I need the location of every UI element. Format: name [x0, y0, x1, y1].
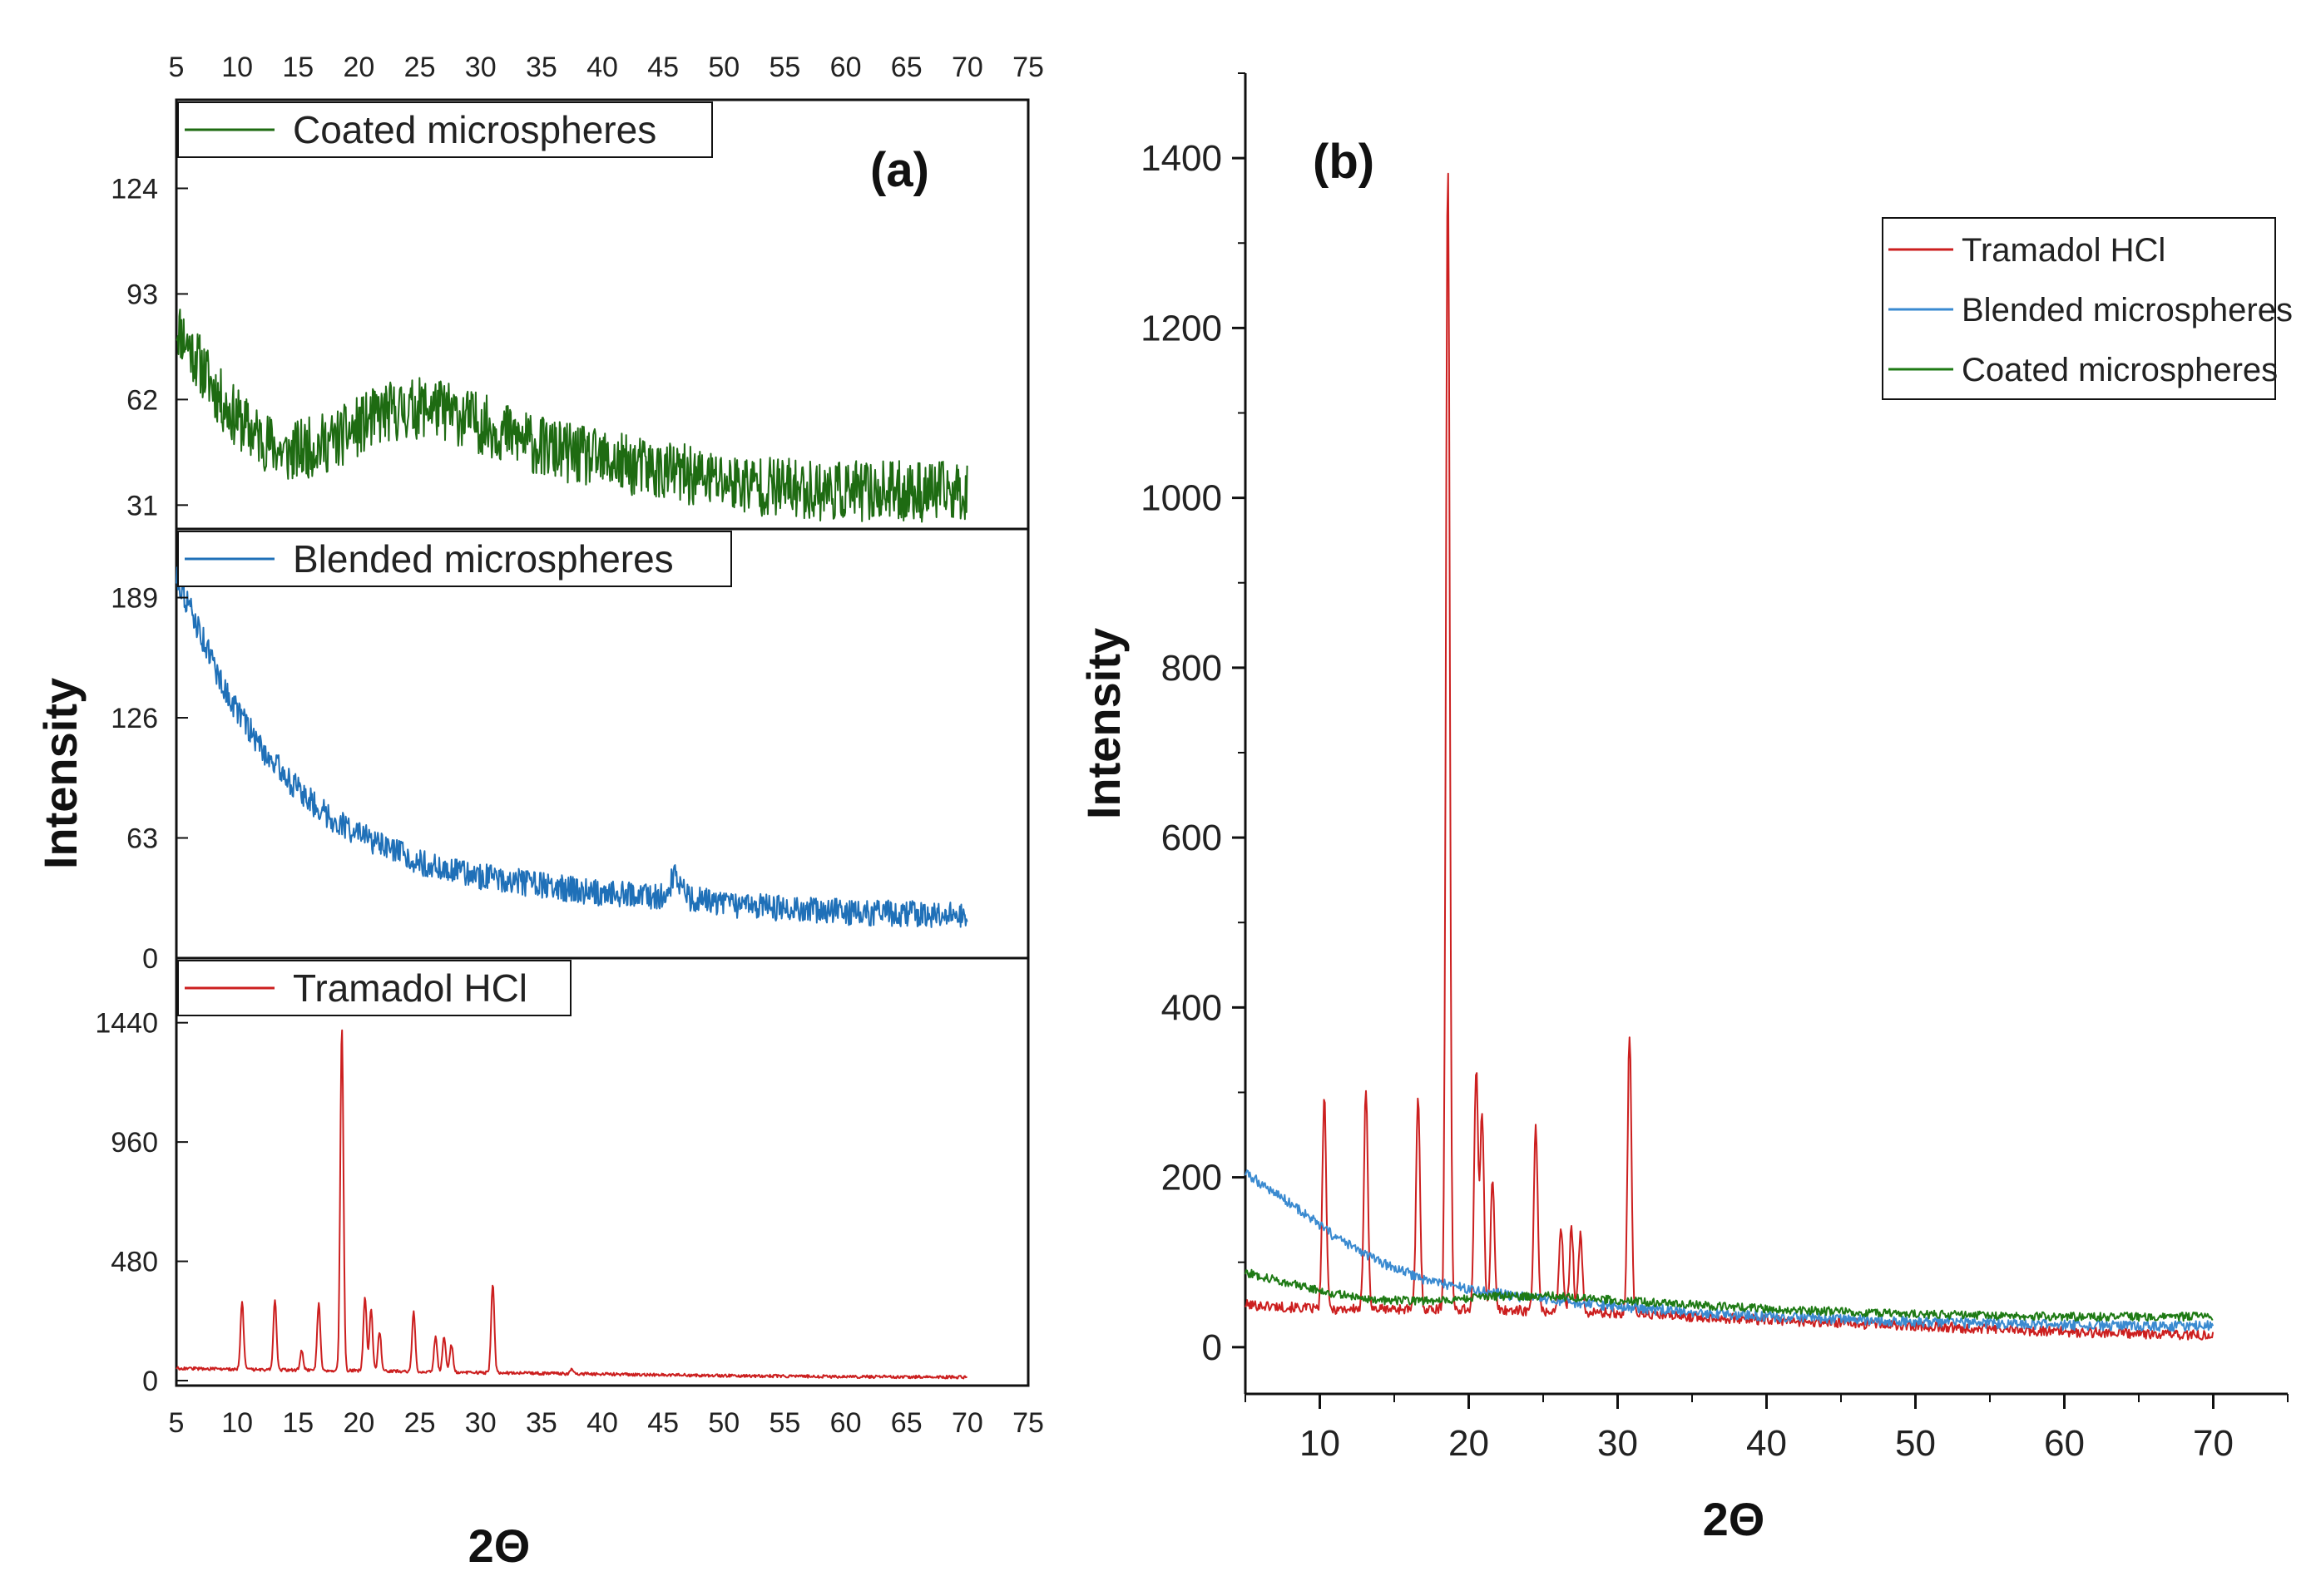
panel-a-bottom-x-tick-label: 30: [465, 1407, 497, 1439]
panel-b-x-tick-label: 20: [1448, 1423, 1489, 1464]
panel-a-y-tick-label: 0: [142, 1366, 158, 1397]
panel-b-y-tick-label: 0: [1202, 1327, 1222, 1368]
panel-a-bottom-x-tick-label: 45: [647, 1407, 679, 1439]
panel-a-top-x-tick-label: 60: [830, 52, 862, 83]
panel-b-x-axis-title: 2Θ: [1703, 1493, 1765, 1545]
panel-a-top-x-tick-label: 10: [221, 52, 253, 83]
panel-b-y-tick-label: 800: [1161, 648, 1222, 689]
panel-b-y-ticks: 0 200 400 600 800 1000 1200 1400: [1141, 72, 1245, 1368]
panel-a-top-x-tick-label: 75: [1012, 52, 1044, 83]
panel-b-y-tick-label: 600: [1161, 818, 1222, 858]
panel-a-y-tick-label: 93: [126, 279, 158, 310]
panel-a-legend-label-coated: Coated microspheres: [293, 108, 656, 151]
panel-a-series-line-blended: [176, 566, 968, 928]
panel-a-top-x-tick-label: 65: [891, 52, 923, 83]
panel-b-y-tick-label: 400: [1161, 987, 1222, 1028]
panel-a-y-tick-label: 960: [111, 1127, 158, 1159]
panel-b-y-tick-label: 1400: [1141, 138, 1222, 179]
panel-a-x-axis-title: 2Θ: [468, 1519, 531, 1572]
panel-b-legend-label-tramadol: Tramadol HCl: [1962, 232, 2165, 269]
panel-a-y-tick-label: 480: [111, 1247, 158, 1278]
panel-a-top-x-tick-labels: 5 10 15 20 25 30 35 40 45 50 55 60 65 70 75: [169, 52, 1044, 83]
panel-a-bottom-x-tick-label: 60: [830, 1407, 862, 1439]
panel-a-y-tick-label: 189: [111, 583, 158, 615]
panel-a-bottom-x-tick-label: 15: [282, 1407, 314, 1439]
panel-a-bottom-x-tick-label: 20: [344, 1407, 375, 1439]
panel-a-subplot-coated-y-tick-labels: 31 62 93 124: [111, 173, 188, 521]
panel-a-y-tick-label: 126: [111, 703, 158, 734]
panel-a-bottom-x-tick-labels: 5 10 15 20 25 30 35 40 45 50 55 60 65 70 75: [169, 1407, 1044, 1439]
panel-a-top-x-tick-label: 20: [344, 52, 375, 83]
panel-b-x-tick-label: 10: [1299, 1423, 1340, 1464]
panel-a-label: (a): [870, 143, 929, 197]
panel-b-x-tick-label: 60: [2044, 1423, 2085, 1464]
panel-b-legend-label-coated: Coated microspheres: [1962, 352, 2278, 388]
panel-a-top-x-tick-label: 5: [169, 52, 185, 83]
panel-b: 0 200 400 600 800 1000 1200 1400 10 20 30 40 50 60 70…: [1077, 72, 2293, 1545]
panel-a-y-tick-label: 124: [111, 173, 158, 205]
panel-a-top-x-tick-label: 70: [952, 52, 983, 83]
panel-b-x-ticks: 10 20 30 40 50 60 70: [1245, 1394, 2289, 1464]
panel-b-y-tick-label: 1200: [1141, 308, 1222, 348]
panel-b-series-line-blended: [1245, 1169, 2215, 1332]
panel-b-series-line-tramadol: [1245, 172, 2215, 1341]
panel-a-bottom-x-tick-label: 35: [526, 1407, 557, 1439]
panel-a-bottom-x-tick-label: 65: [891, 1407, 923, 1439]
panel-a-series-line-coated: [176, 309, 968, 523]
panel-a-bottom-x-tick-label: 5: [169, 1407, 185, 1439]
panel-b-x-tick-label: 30: [1597, 1423, 1638, 1464]
panel-a-bottom-x-tick-label: 25: [404, 1407, 436, 1439]
panel-b-y-tick-label: 200: [1161, 1158, 1222, 1198]
panel-a-bottom-x-tick-label: 10: [221, 1407, 253, 1439]
panel-b-y-axis-title: Intensity: [1077, 628, 1130, 819]
panel-a-subplot-blended: 0 63 126 189 Blended microspheres: [111, 531, 968, 975]
panel-a-bottom-x-tick-label: 40: [586, 1407, 618, 1439]
panel-b-x-tick-label: 40: [1746, 1423, 1787, 1464]
panel-a-y-tick-label: 1440: [95, 1008, 158, 1040]
panel-a: 5 10 15 20 25 30 35 40 45 50 55 60 65 70 75 5 10 15 20 25 3…: [34, 52, 1044, 1572]
panel-a-top-x-tick-label: 25: [404, 52, 436, 83]
panel-a-bottom-x-tick-label: 55: [770, 1407, 801, 1439]
panel-a-y-tick-label: 31: [126, 490, 158, 521]
panel-b-y-tick-label: 1000: [1141, 478, 1222, 519]
panel-a-top-x-tick-label: 45: [647, 52, 679, 83]
panel-b-legend-label-blended: Blended microspheres: [1962, 292, 2293, 329]
panel-a-subplot-tramadol-y-tick-labels: 0 480 960 1440: [95, 1008, 188, 1397]
panel-a-bottom-x-tick-label: 50: [708, 1407, 740, 1439]
panel-a-legend-label-blended: Blended microspheres: [293, 537, 674, 581]
panel-a-subplot-3-frame: [175, 956, 1030, 1387]
panel-a-top-x-tick-label: 30: [465, 52, 497, 83]
panel-a-y-tick-label: 62: [126, 384, 158, 416]
panel-a-y-tick-label: 0: [142, 943, 158, 975]
panel-a-top-x-tick-label: 50: [708, 52, 740, 83]
panel-a-subplot-tramadol: 0 480 960 1440 Tramadol HCl: [95, 960, 967, 1397]
panel-a-subplot-blended-y-tick-labels: 0 63 126 189: [111, 583, 188, 975]
panel-a-series-line-tramadol: [176, 1029, 967, 1380]
panel-a-bottom-x-tick-label: 70: [952, 1407, 983, 1439]
panel-a-top-x-tick-label: 15: [282, 52, 314, 83]
panel-a-y-tick-label: 63: [126, 823, 158, 855]
panel-a-y-axis-title: Intensity: [34, 678, 87, 869]
panel-b-x-tick-label: 50: [1895, 1423, 1936, 1464]
panel-b-series-line-coated: [1245, 1268, 2214, 1322]
panel-b-label: (b): [1313, 135, 1374, 189]
panel-b-x-tick-label: 70: [2193, 1423, 2234, 1464]
panel-a-legend-label-tramadol: Tramadol HCl: [293, 966, 527, 1010]
panel-a-bottom-x-tick-label: 75: [1012, 1407, 1044, 1439]
panel-a-top-x-tick-label: 35: [526, 52, 557, 83]
panel-a-legend-box-coated: [177, 101, 713, 158]
panel-a-top-x-tick-label: 40: [586, 52, 618, 83]
panel-b-series-lines: [1245, 172, 2215, 1341]
panel-a-subplot-coated: 31 62 93 124 Coated microspheres: [111, 101, 968, 523]
panel-a-top-x-tick-label: 55: [770, 52, 801, 83]
